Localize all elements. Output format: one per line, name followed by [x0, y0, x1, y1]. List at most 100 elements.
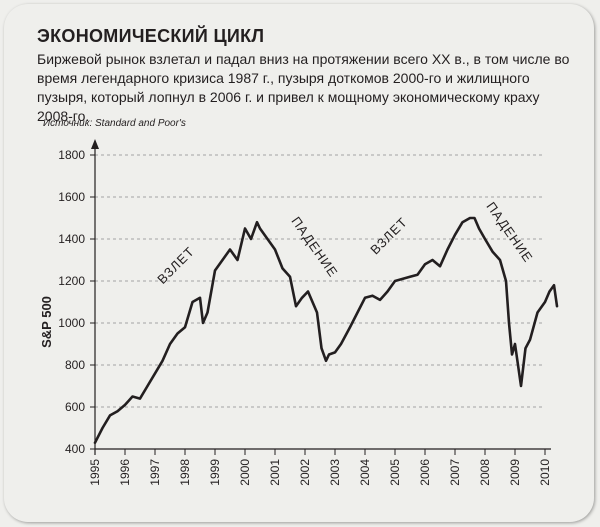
y-tick-labels: 400 600 800 1000 1200 1400 1600 1800: [58, 148, 85, 456]
x-tick-label: 2000: [238, 459, 252, 486]
data-point: [356, 311, 359, 314]
x-tick-label: 2004: [358, 459, 372, 486]
y-axis-label: S&P 500: [39, 296, 54, 348]
data-point: [184, 326, 186, 329]
data-point: [544, 301, 546, 303]
data-point: [409, 276, 411, 278]
x-tick-label: 1999: [208, 459, 222, 486]
data-point: [176, 332, 179, 335]
data-point: [556, 305, 558, 308]
x-tick-label: 1996: [118, 459, 132, 486]
data-point: [548, 290, 551, 293]
data-point: [259, 227, 261, 230]
chart-title: ЭКОНОМИЧЕСКИЙ ЦИКЛ: [37, 26, 265, 46]
data-point: [139, 397, 141, 400]
data-point: [364, 297, 366, 299]
data-point: [524, 347, 527, 350]
data-point: [236, 259, 239, 261]
y-tick-label: 400: [65, 442, 85, 456]
data-point: [491, 250, 494, 253]
data-point: [325, 360, 327, 362]
annotation-label: ВЗЛЕТ: [367, 214, 410, 257]
data-point: [446, 248, 449, 251]
data-point: [214, 269, 216, 272]
data-point: [514, 343, 516, 345]
data-point: [274, 248, 276, 251]
data-point: [109, 414, 111, 417]
data-point: [517, 364, 519, 366]
data-point: [505, 280, 507, 282]
data-point: [553, 284, 555, 287]
x-tick-label: 2007: [448, 459, 462, 486]
data-point: [94, 441, 96, 444]
x-tick-label: 1997: [148, 459, 162, 486]
annotations: ВЗЛЕТ ПАДЕНИЕ ВЗЛЕТ ПАДЕНИЕ: [154, 199, 536, 287]
data-point: [473, 217, 476, 219]
annotation-label: ПАДЕНИЕ: [483, 199, 536, 265]
data-point: [439, 265, 441, 268]
data-point: [307, 290, 309, 293]
data-point: [244, 227, 246, 230]
data-point: [250, 238, 252, 240]
series-line: [93, 216, 559, 444]
data-point: [416, 273, 419, 276]
data-point: [101, 427, 104, 429]
x-tick-label: 2005: [388, 459, 402, 486]
data-point: [206, 311, 209, 314]
data-point: [295, 305, 297, 308]
y-tick-label: 1400: [58, 232, 85, 246]
x-tick-label: 2006: [418, 459, 432, 486]
data-point: [386, 290, 389, 293]
series-group: [93, 216, 559, 444]
data-point: [454, 234, 456, 236]
y-axis-arrow: [91, 139, 99, 149]
data-point: [169, 343, 171, 345]
data-point: [478, 227, 480, 230]
x-tick-label: 2002: [298, 459, 312, 486]
x-tick-label: 2003: [328, 459, 342, 486]
data-point: [328, 353, 330, 356]
y-tick-label: 1200: [58, 274, 85, 288]
data-point: [340, 343, 342, 345]
y-tick-label: 1600: [58, 190, 85, 204]
data-point: [349, 326, 351, 329]
data-point: [431, 259, 434, 261]
y-tick-label: 600: [65, 400, 85, 414]
data-point: [221, 259, 224, 261]
chart-source: Источник: Standard and Poor's: [43, 118, 186, 129]
data-point: [289, 276, 291, 278]
data-point: [191, 301, 194, 303]
annotation-label: ВЗЛЕТ: [154, 244, 197, 287]
chart-subtitle: Биржевой рынок взлетал и падал вниз на п…: [37, 51, 570, 124]
data-point: [229, 248, 231, 251]
chart-card: [4, 4, 594, 522]
x-tick-label: 1998: [178, 459, 192, 486]
data-point: [520, 385, 522, 387]
data-point: [424, 263, 426, 266]
y-tick-label: 1800: [58, 148, 85, 162]
data-point: [199, 297, 201, 299]
data-point: [484, 238, 486, 240]
data-point: [161, 360, 164, 362]
data-point: [320, 347, 323, 350]
data-point: [256, 221, 258, 223]
data-point: [316, 311, 318, 314]
x-tick-label: 1995: [88, 459, 102, 486]
data-point: [146, 385, 149, 387]
data-point: [202, 322, 204, 324]
x-tick-labels: 1995 1996 1997 1998 1999 2000 2001 2002 2003 2004…: [88, 459, 552, 486]
grid-lines: [90, 154, 545, 450]
data-point: [394, 280, 396, 282]
data-point: [511, 353, 513, 356]
data-point: [301, 297, 303, 299]
data-point: [124, 404, 126, 406]
data-point: [499, 259, 501, 261]
data-point: [334, 351, 336, 354]
data-point: [131, 395, 134, 398]
data-point: [379, 299, 381, 301]
data-point: [508, 322, 510, 324]
data-point: [529, 339, 531, 341]
x-tick-label: 2010: [538, 459, 552, 486]
y-tick-label: 1000: [58, 316, 85, 330]
